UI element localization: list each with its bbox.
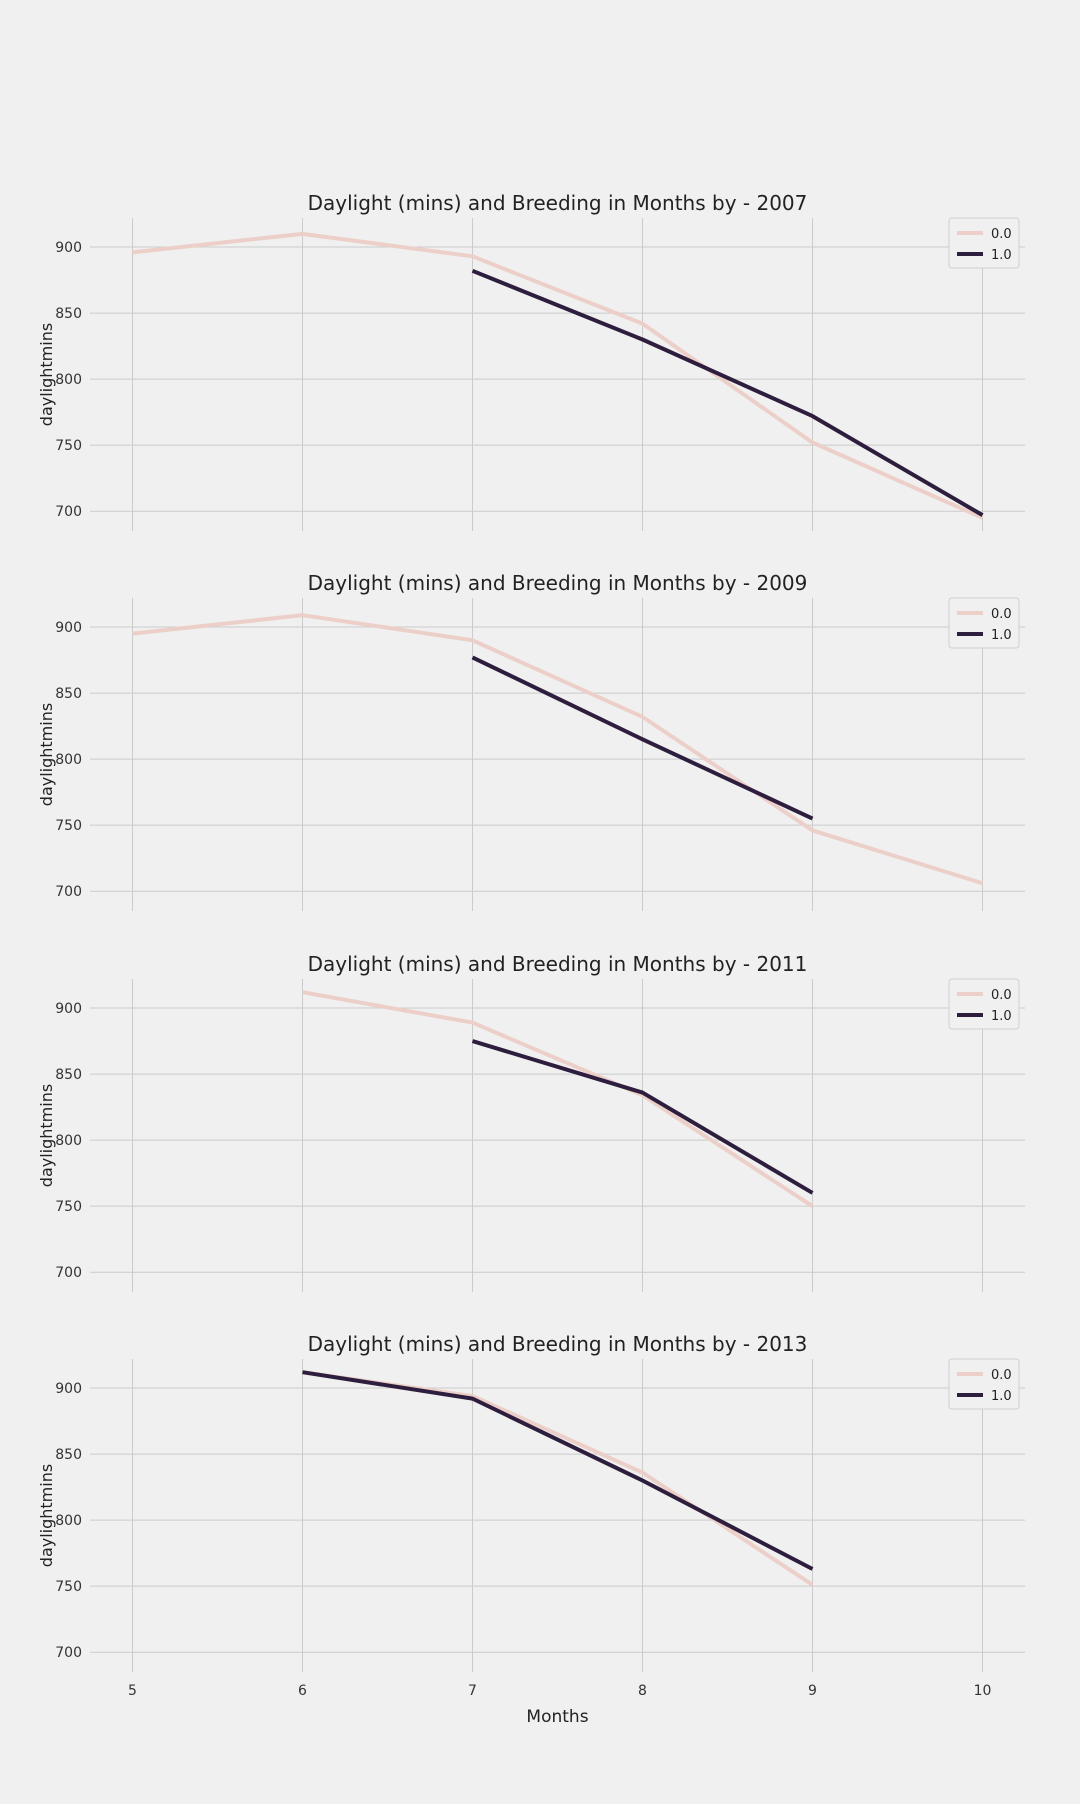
x-tick-label: 5 xyxy=(128,1683,137,1699)
series-line-0-0 xyxy=(302,990,814,1208)
series-line-0-0 xyxy=(132,231,984,520)
series-line-1-0 xyxy=(471,1039,814,1195)
chart-panel-2: 700 750 800 850 900 Daylight (mins) and Breed… xyxy=(37,571,1025,911)
y-axis-label: daylightmins xyxy=(37,1084,56,1187)
legend-label: 0.0 xyxy=(991,988,1012,1003)
chart-title: Daylight (mins) and Breeding in Months b… xyxy=(308,191,808,215)
x-tick-label: 9 xyxy=(808,1683,817,1699)
series-line-0-0 xyxy=(302,1370,814,1587)
y-tick-label: 900 xyxy=(55,1381,82,1397)
y-tick-label: 900 xyxy=(55,620,82,636)
x-tick-label: 6 xyxy=(298,1683,307,1699)
series-line-1-0 xyxy=(471,268,984,517)
chart-panel-1: 700 750 800 850 900 Daylight (mins) and Breed… xyxy=(37,191,1025,531)
y-tick-label: 800 xyxy=(55,1513,82,1529)
y-axis-label: daylightmins xyxy=(37,1464,56,1567)
y-tick-label: 750 xyxy=(55,1579,82,1595)
x-tick-label: 10 xyxy=(974,1683,992,1699)
y-tick-label: 750 xyxy=(55,438,82,454)
y-tick-label: 850 xyxy=(55,1067,82,1083)
y-tick-label: 850 xyxy=(55,686,82,702)
legend-label: 1.0 xyxy=(991,1009,1012,1024)
chart-title: Daylight (mins) and Breeding in Months b… xyxy=(308,1332,808,1356)
chart-title: Daylight (mins) and Breeding in Months b… xyxy=(308,571,808,595)
y-tick-label: 850 xyxy=(55,1447,82,1463)
series-line-0-0 xyxy=(132,613,984,886)
y-tick-label: 900 xyxy=(55,240,82,256)
x-axis-label: Months xyxy=(526,1707,588,1727)
y-axis-label: daylightmins xyxy=(37,323,56,426)
legend-label: 0.0 xyxy=(991,1368,1012,1383)
x-tick-label: 8 xyxy=(638,1683,647,1699)
y-tick-label: 700 xyxy=(55,504,82,520)
y-axis-label: daylightmins xyxy=(37,703,56,806)
chart-title: Daylight (mins) and Breeding in Months b… xyxy=(308,952,808,976)
y-tick-label: 800 xyxy=(55,1133,82,1149)
legend-label: 1.0 xyxy=(991,628,1012,643)
y-tick-label: 900 xyxy=(55,1001,82,1017)
chart-panel-3: 700 750 800 850 900 Daylight (mins) and Breed… xyxy=(37,952,1025,1292)
y-tick-label: 800 xyxy=(55,372,82,388)
x-tick-label: 7 xyxy=(468,1683,477,1699)
series-line-1-0 xyxy=(302,1370,814,1571)
y-tick-label: 850 xyxy=(55,306,82,322)
legend-label: 0.0 xyxy=(991,227,1012,242)
legend-label: 1.0 xyxy=(991,1389,1012,1404)
legend-label: 0.0 xyxy=(991,607,1012,622)
chart-panel-4: 700 750 800 850 900 5 6 7 8 9 10 Daylight (mins) an… xyxy=(37,1332,1025,1727)
y-tick-label: 750 xyxy=(55,1199,82,1215)
y-tick-label: 800 xyxy=(55,752,82,768)
y-tick-label: 750 xyxy=(55,818,82,834)
y-tick-label: 700 xyxy=(55,884,82,900)
series-line-1-0 xyxy=(471,655,814,821)
legend-label: 1.0 xyxy=(991,248,1012,263)
y-tick-label: 700 xyxy=(55,1645,82,1661)
y-tick-label: 700 xyxy=(55,1265,82,1281)
